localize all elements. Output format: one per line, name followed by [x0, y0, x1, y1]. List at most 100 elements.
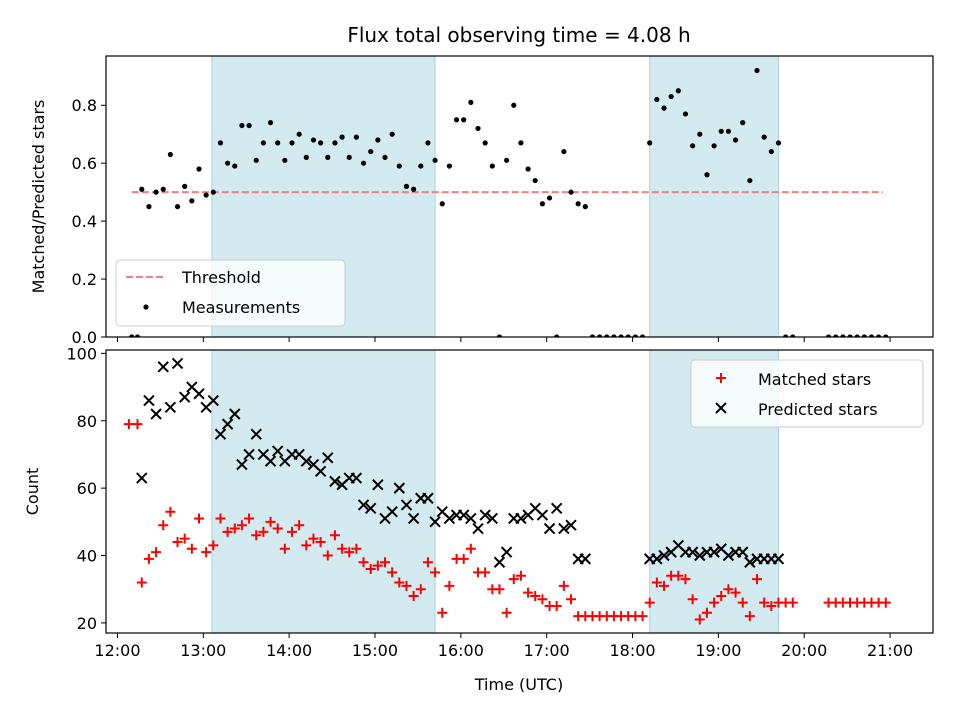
x-tick-label: 14:00 — [266, 641, 312, 660]
matched-star-point — [716, 590, 727, 601]
predicted-star-point — [422, 492, 434, 504]
x-tick-label: 17:00 — [524, 641, 570, 660]
top-panel: 0.0 0.2 0.4 0.6 0.8 Matched/Predicted stars Th… — [29, 55, 934, 347]
measurement-point — [604, 334, 610, 337]
predicted-star-point — [708, 546, 720, 558]
measurement-point — [303, 154, 309, 160]
y-axis-title: Count — [23, 468, 42, 516]
matched-star-point — [787, 597, 798, 608]
matched-star-point — [222, 526, 233, 537]
predicted-star-point — [364, 502, 377, 515]
predicted-star-point — [493, 556, 506, 568]
matched-star-point — [132, 419, 143, 430]
matched-star-point — [358, 557, 369, 568]
matched-star-point — [337, 543, 348, 554]
matched-star-point — [236, 520, 247, 531]
matched-star-point — [737, 597, 748, 608]
matched-star-point — [294, 520, 305, 531]
predicted-star-point — [193, 388, 205, 400]
measurement-point — [625, 334, 631, 337]
measurement-point — [539, 201, 545, 207]
predicted-star-point — [686, 546, 699, 558]
measurement-point — [632, 334, 638, 337]
matched-star-point — [158, 520, 169, 531]
measurement-point — [403, 183, 410, 189]
matched-star-point — [215, 513, 226, 524]
measurement-point — [389, 131, 395, 137]
panel-frame — [105, 349, 934, 634]
predicted-star-point — [443, 512, 456, 525]
matched-star-point — [752, 574, 763, 585]
matched-star-point — [444, 580, 455, 591]
matched-star-point — [744, 611, 755, 622]
measurement-point — [239, 122, 245, 129]
matched-star-point — [136, 577, 147, 588]
measurement-point — [296, 131, 302, 137]
matched-star-point — [265, 516, 276, 527]
predicted-star-point — [236, 458, 248, 471]
measurement-point — [511, 102, 517, 108]
y-tick-label: 100 — [66, 344, 97, 363]
matched-star-point — [651, 577, 662, 588]
predicted-star-point — [329, 475, 341, 488]
matched-star-point — [680, 574, 691, 585]
matched-star-point — [465, 543, 476, 554]
measurement-point — [475, 125, 481, 132]
matched-star-point — [279, 543, 290, 554]
matched-star-point — [165, 506, 176, 517]
matched-star-point — [480, 567, 491, 578]
bottom-panel: 20 40 60 80 100 12:00 13:00 14:00 15:00 16:00 17:0… — [23, 344, 934, 660]
predicted-star-point — [386, 506, 398, 518]
measurement-point — [883, 334, 889, 337]
measurement-point — [861, 334, 867, 337]
matched-star-point — [437, 607, 448, 618]
measurement-point — [647, 140, 653, 146]
matched-star-point — [322, 550, 333, 561]
measurement-point — [582, 204, 588, 210]
measurement-point — [761, 134, 767, 140]
measurement-point — [425, 140, 431, 146]
matched-star-point — [251, 530, 262, 541]
y-tick-label: 40 — [77, 547, 97, 566]
legend-matched-label: Matched stars — [758, 370, 871, 389]
matched-star-point — [659, 580, 670, 591]
predicted-star-point — [250, 428, 262, 440]
matched-star-point — [172, 537, 183, 548]
matched-star-point — [422, 557, 433, 568]
measurement-point — [468, 99, 474, 105]
x-tick-label: 15:00 — [352, 641, 398, 660]
measurement-point — [411, 186, 417, 192]
predicted-star-point — [579, 553, 592, 565]
y-tick-label: 0.6 — [72, 154, 97, 173]
measurement-point — [196, 166, 202, 172]
shaded-interval — [649, 55, 779, 338]
predicted-star-point — [558, 522, 570, 535]
predicted-star-point — [465, 512, 477, 525]
chart-title: Flux total observing time = 4.08 h — [347, 23, 690, 47]
predicted-star-point — [150, 408, 162, 420]
measurement-point — [189, 198, 195, 204]
measurement-point — [639, 334, 646, 337]
x-tick-label: 13:00 — [180, 641, 226, 660]
measurement-point — [310, 137, 317, 143]
legend-measurements-label: Measurements — [182, 298, 300, 317]
x-tick-label: 19:00 — [695, 641, 741, 660]
y-axis-title: Matched/Predicted stars — [29, 100, 48, 294]
matched-star-point — [308, 533, 319, 544]
predicted-star-point — [164, 401, 177, 413]
measurement-point — [182, 183, 188, 189]
measurement-point — [482, 140, 488, 146]
measurement-point — [160, 186, 166, 192]
predicted-star-point — [271, 445, 284, 457]
x-tick-label: 20:00 — [781, 641, 827, 660]
matched-star-point — [201, 547, 212, 558]
measurement-point — [618, 334, 624, 337]
predicted-star-point — [736, 546, 749, 558]
shaded-interval — [211, 349, 436, 634]
x-tick-label: 16:00 — [438, 641, 484, 660]
measurement-point — [504, 157, 510, 163]
measurement-point — [232, 163, 238, 169]
measurement-point — [690, 143, 696, 149]
matched-star-point — [401, 580, 412, 591]
measurement-point — [346, 154, 352, 160]
